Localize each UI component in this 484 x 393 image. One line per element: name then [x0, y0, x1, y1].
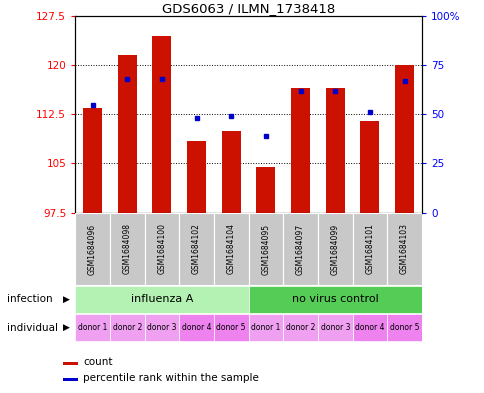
Bar — [109, 213, 144, 285]
Text: GSM1684103: GSM1684103 — [399, 224, 408, 274]
Text: infection: infection — [7, 294, 53, 305]
Bar — [144, 213, 179, 285]
Bar — [179, 314, 213, 341]
Text: GSM1684097: GSM1684097 — [295, 223, 304, 275]
Bar — [394, 65, 413, 213]
Bar — [75, 213, 109, 285]
Text: donor 1: donor 1 — [77, 323, 107, 332]
Bar — [318, 213, 352, 285]
Text: donor 5: donor 5 — [389, 323, 419, 332]
Text: individual: individual — [7, 323, 58, 333]
Bar — [283, 314, 318, 341]
Bar — [221, 131, 240, 213]
Bar — [283, 213, 318, 285]
Text: donor 2: donor 2 — [285, 323, 315, 332]
Bar — [256, 167, 275, 213]
Bar — [152, 36, 171, 213]
Bar — [248, 314, 283, 341]
Text: GSM1684100: GSM1684100 — [157, 224, 166, 274]
Text: GSM1684095: GSM1684095 — [261, 223, 270, 275]
Bar — [248, 213, 283, 285]
Bar — [187, 141, 206, 213]
Bar — [63, 362, 77, 365]
Text: GSM1684099: GSM1684099 — [330, 223, 339, 275]
Text: donor 3: donor 3 — [147, 323, 176, 332]
Bar — [83, 108, 102, 213]
Text: donor 1: donor 1 — [251, 323, 280, 332]
Bar — [109, 314, 144, 341]
Text: ▶: ▶ — [63, 295, 70, 304]
Title: GDS6063 / ILMN_1738418: GDS6063 / ILMN_1738418 — [162, 2, 334, 15]
Bar — [360, 121, 378, 213]
Text: no virus control: no virus control — [291, 294, 378, 305]
Bar — [352, 213, 386, 285]
Text: percentile rank within the sample: percentile rank within the sample — [83, 373, 258, 383]
Text: donor 5: donor 5 — [216, 323, 245, 332]
Text: GSM1684104: GSM1684104 — [226, 224, 235, 274]
Text: ▶: ▶ — [63, 323, 70, 332]
Bar — [386, 213, 421, 285]
Text: donor 4: donor 4 — [354, 323, 384, 332]
Bar — [75, 314, 109, 341]
Bar — [248, 286, 421, 313]
Bar — [386, 314, 421, 341]
Text: donor 3: donor 3 — [320, 323, 349, 332]
Text: donor 2: donor 2 — [112, 323, 142, 332]
Bar — [118, 55, 136, 213]
Bar — [318, 314, 352, 341]
Bar — [290, 88, 309, 213]
Bar — [325, 88, 344, 213]
Bar — [352, 314, 386, 341]
Text: GSM1684098: GSM1684098 — [122, 224, 132, 274]
Bar — [179, 213, 213, 285]
Text: influenza A: influenza A — [130, 294, 193, 305]
Bar — [213, 314, 248, 341]
Text: GSM1684101: GSM1684101 — [364, 224, 374, 274]
Bar — [63, 378, 77, 381]
Text: GSM1684102: GSM1684102 — [192, 224, 201, 274]
Text: count: count — [83, 357, 112, 367]
Bar — [144, 314, 179, 341]
Bar — [75, 286, 248, 313]
Bar — [213, 213, 248, 285]
Text: GSM1684096: GSM1684096 — [88, 223, 97, 275]
Text: donor 4: donor 4 — [182, 323, 211, 332]
